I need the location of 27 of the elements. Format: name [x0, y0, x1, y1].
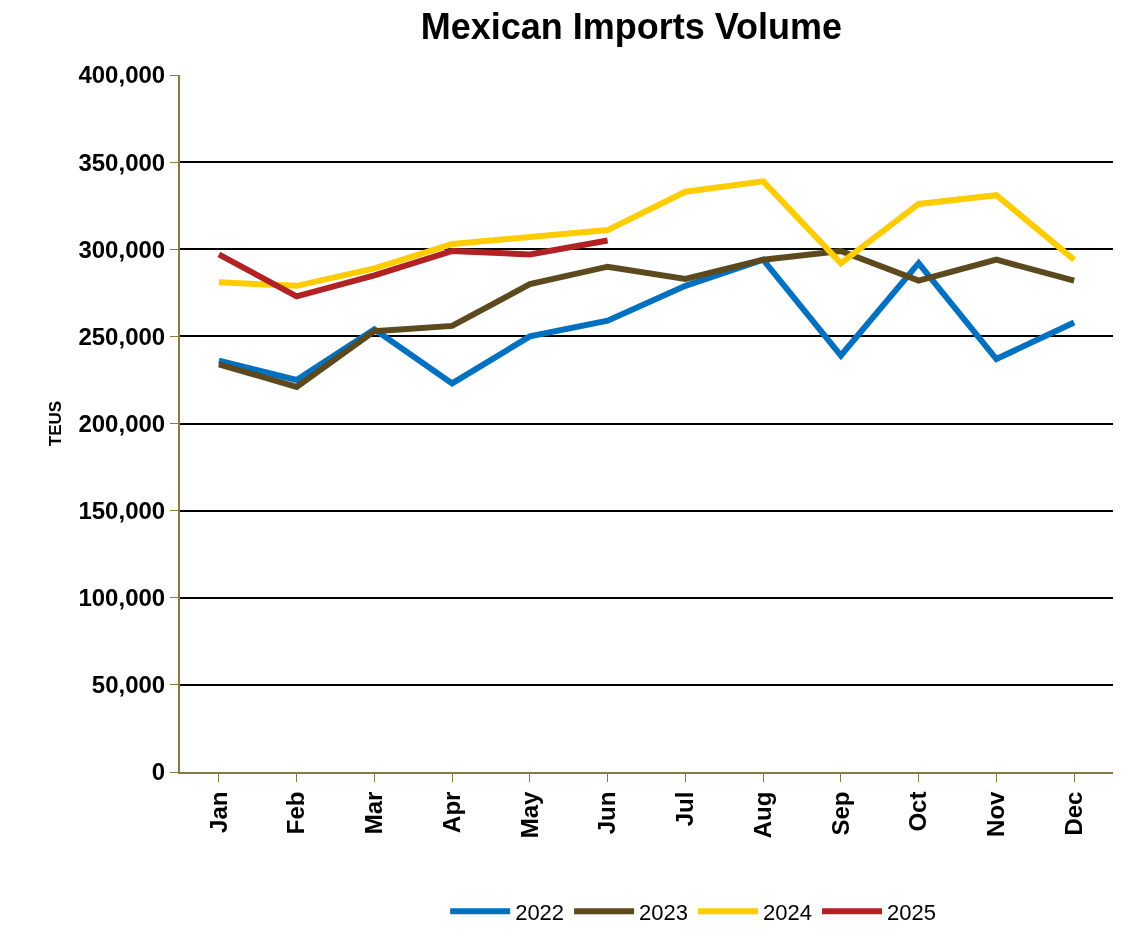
- legend-label: 2022: [515, 899, 565, 925]
- x-tick-label: Jan: [204, 791, 232, 833]
- y-tick-label: 250,000: [78, 322, 166, 350]
- legend-label: 2025: [887, 899, 936, 925]
- y-tick-label: 300,000: [78, 235, 166, 263]
- chart-title: Mexican Imports Volume: [420, 6, 843, 48]
- x-tick-label: Oct: [904, 791, 932, 832]
- y-tick-label: 200,000: [78, 409, 166, 437]
- x-tick-label: Feb: [282, 791, 310, 835]
- x-tick-label: Jun: [593, 791, 621, 835]
- y-axis-title: TEUS: [46, 400, 66, 447]
- x-tick-label: Apr: [437, 791, 465, 833]
- x-tick-label: May: [515, 790, 543, 839]
- x-tick-label: Sep: [826, 791, 854, 836]
- x-tick-label: Nov: [982, 790, 1010, 837]
- y-tick-label: 100,000: [78, 584, 166, 612]
- x-tick-label: Mar: [360, 791, 388, 835]
- x-tick-label: Jul: [671, 791, 699, 827]
- x-tick-label: Dec: [1059, 791, 1087, 836]
- x-tick-label: Aug: [748, 791, 776, 839]
- y-tick-label: 350,000: [78, 148, 166, 176]
- y-tick-label: 50,000: [91, 671, 166, 699]
- y-tick-label: 150,000: [78, 497, 166, 525]
- y-tick-label: 0: [151, 758, 166, 786]
- legend-label: 2024: [763, 899, 813, 925]
- y-tick-label: 400,000: [78, 61, 166, 89]
- legend-label: 2023: [639, 899, 689, 925]
